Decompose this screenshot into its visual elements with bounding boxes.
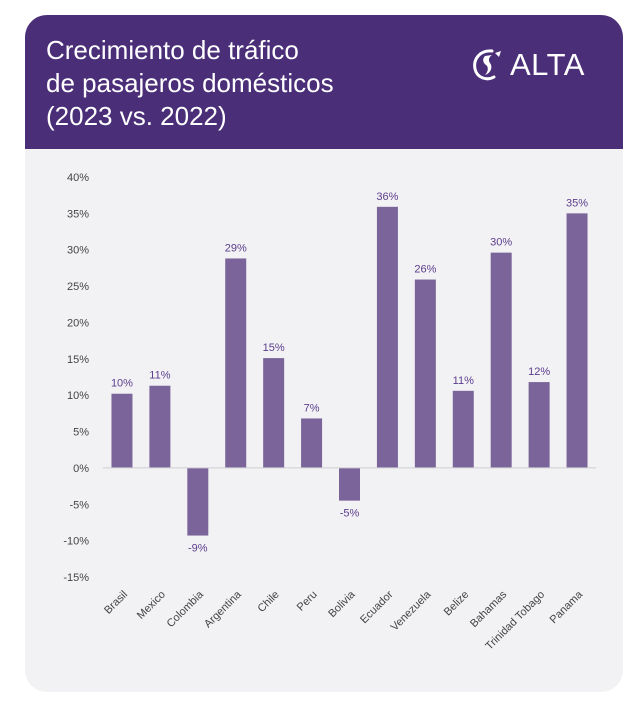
- x-tick-label: Bolivia: [326, 588, 358, 620]
- x-tick-label: Colombia: [165, 588, 207, 630]
- y-tick-label: 5%: [73, 427, 89, 439]
- chart-title-line-2: de pasajeros domésticos: [46, 68, 334, 98]
- data-label: 15%: [263, 342, 285, 354]
- alta-logo: ALTA: [470, 45, 585, 85]
- americas-swoosh-icon: [473, 49, 501, 81]
- header-banner: Crecimiento de tráfico de pasajeros domé…: [25, 15, 623, 149]
- y-tick-label: 30%: [67, 245, 89, 257]
- data-label: 26%: [414, 264, 436, 276]
- bar: [490, 252, 512, 468]
- bar: [339, 467, 360, 501]
- bar: [452, 390, 474, 468]
- bar: [301, 418, 323, 468]
- data-label: 30%: [490, 237, 512, 249]
- data-label: 10%: [111, 378, 133, 390]
- y-tick-label: 0%: [73, 463, 89, 475]
- y-tick-label: 25%: [67, 281, 89, 293]
- bar: [187, 467, 209, 536]
- y-tick-label: 10%: [67, 390, 89, 402]
- x-tick-label: Mexico: [135, 589, 168, 622]
- chart-title: Crecimiento de tráfico de pasajeros domé…: [46, 34, 426, 133]
- bar: [263, 358, 285, 468]
- bar: [528, 382, 550, 468]
- data-label: -9%: [188, 543, 208, 555]
- data-label: 36%: [376, 191, 398, 203]
- x-tick-label: Panama: [548, 588, 586, 626]
- y-tick-label: 15%: [67, 354, 89, 366]
- y-tick-label: -5%: [69, 499, 89, 511]
- x-tick-label: Belize: [442, 589, 472, 619]
- bar: [149, 385, 171, 468]
- x-tick-label: Ecuador: [358, 588, 396, 626]
- x-tick-label: Venezuela: [389, 588, 434, 633]
- x-tick-label: Argentina: [202, 588, 244, 630]
- bar: [376, 206, 398, 468]
- y-tick-label: -15%: [63, 572, 89, 584]
- x-tick-label: Brasil: [102, 589, 130, 617]
- chart-title-line-1: Crecimiento de tráfico: [46, 35, 299, 65]
- x-tick-label: Peru: [295, 589, 320, 614]
- data-label: 11%: [453, 375, 474, 387]
- logo-text: ALTA: [510, 47, 585, 82]
- data-label: 7%: [304, 402, 320, 414]
- y-tick-label: 35%: [67, 208, 89, 220]
- chart-title-line-3: (2023 vs. 2022): [46, 101, 227, 131]
- data-label: 12%: [528, 366, 550, 378]
- y-tick-label: -10%: [63, 536, 89, 548]
- data-label: 35%: [566, 197, 588, 209]
- bar: [566, 213, 588, 468]
- data-label: -5%: [340, 508, 360, 520]
- bar: [414, 279, 436, 468]
- y-tick-label: 40%: [67, 172, 89, 184]
- chart-card: Crecimiento de tráfico de pasajeros domé…: [25, 15, 623, 692]
- bar: [111, 393, 133, 468]
- bar: [225, 258, 247, 468]
- data-label: 29%: [225, 242, 247, 254]
- y-tick-label: 20%: [67, 317, 89, 329]
- x-tick-label: Chile: [256, 589, 282, 615]
- data-label: 11%: [149, 370, 170, 382]
